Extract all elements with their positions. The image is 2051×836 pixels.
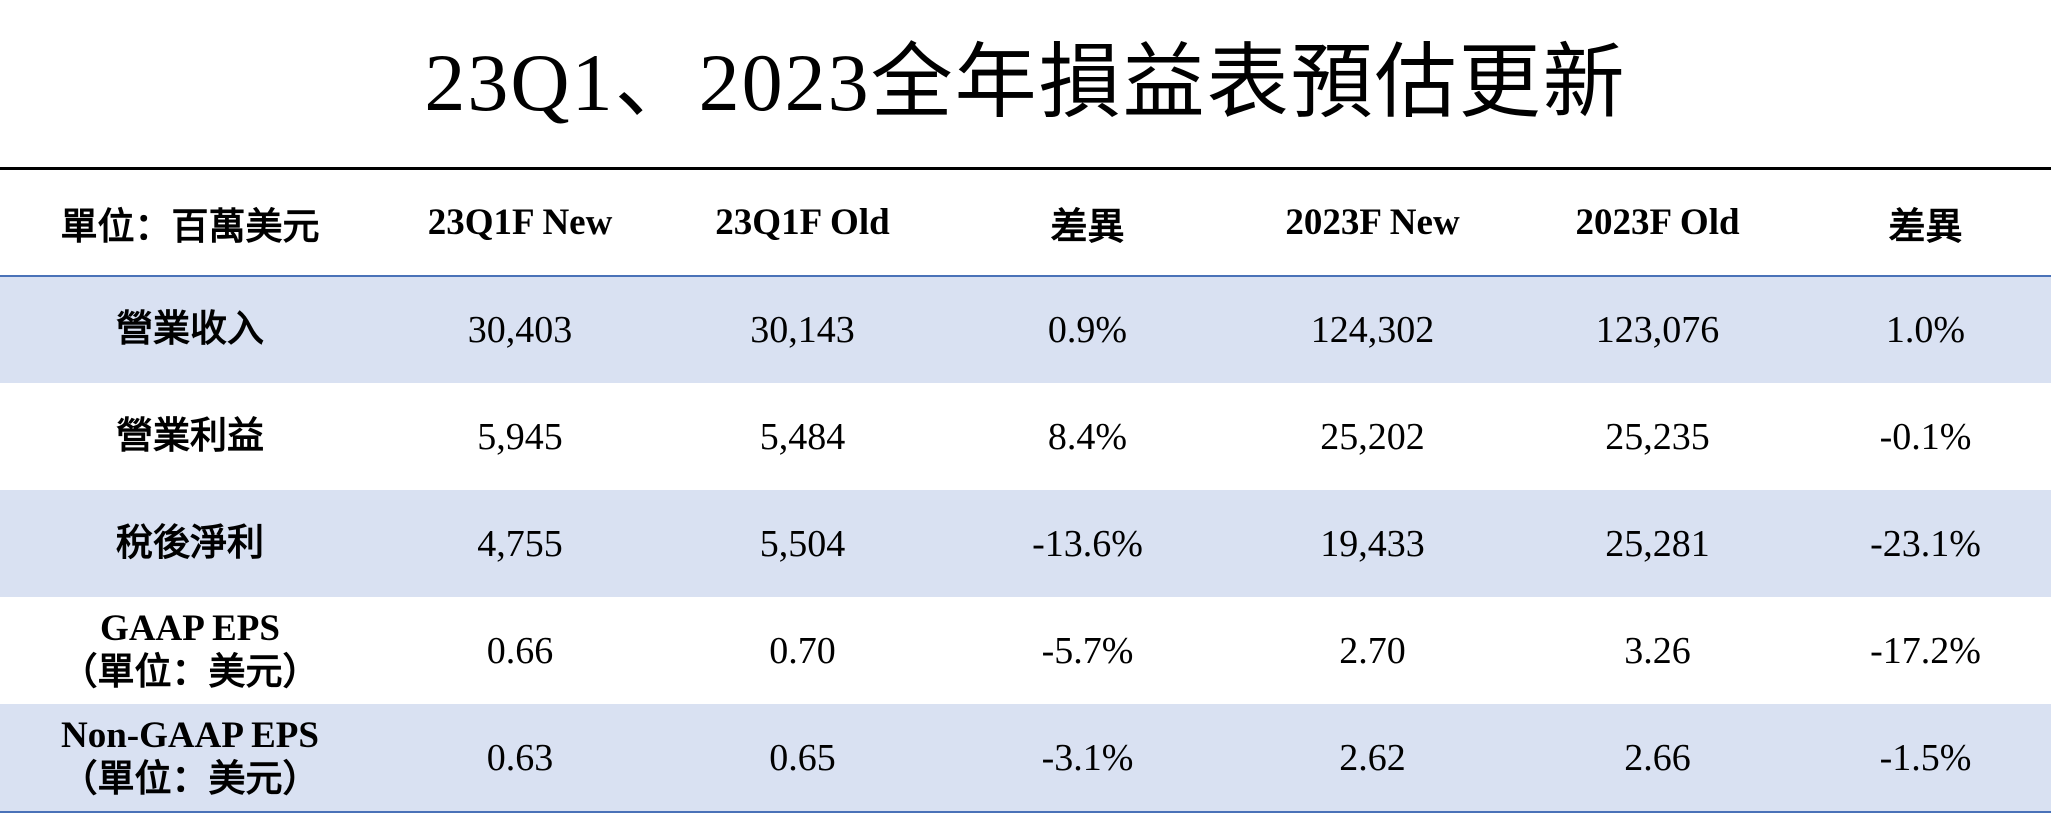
table-cell: -23.1% bbox=[1870, 522, 1981, 565]
table-cell: 25,281 bbox=[1605, 522, 1710, 565]
table-cell: 5,945 bbox=[477, 415, 563, 458]
income-statement-table: 單位：百萬美元 23Q1F New 23Q1F Old 差異 2023F New… bbox=[0, 167, 2051, 813]
table-cell: 3.26 bbox=[1624, 629, 1691, 672]
table-cell: 2.70 bbox=[1339, 629, 1406, 672]
table-cell: 124,302 bbox=[1310, 309, 1435, 351]
row-label: 稅後淨利 bbox=[116, 522, 264, 564]
column-header-diff-q1: 差異 bbox=[1050, 206, 1125, 248]
table-cell: 123,076 bbox=[1595, 309, 1720, 351]
column-header-23q1f-old: 23Q1F Old bbox=[715, 202, 890, 243]
table-cell: 5,484 bbox=[759, 415, 846, 458]
table-row: 營業利益 5,945 5,484 8.4% 25,202 25,235 -0.1… bbox=[0, 383, 2051, 490]
table-cell: 2.62 bbox=[1339, 736, 1406, 779]
row-label: 營業利益 bbox=[116, 415, 264, 457]
table-top-rule bbox=[0, 167, 2051, 170]
table-row: Non-GAAP EPS （單位：美元） 0.63 0.65 -3.1% 2.6… bbox=[0, 704, 2051, 811]
table-cell: 0.70 bbox=[769, 629, 836, 672]
table-cell: 25,235 bbox=[1605, 415, 1710, 458]
table-cell: -5.7% bbox=[1041, 629, 1134, 672]
table-cell: 1.0% bbox=[1885, 309, 1966, 351]
table-bottom-rule bbox=[0, 811, 2051, 813]
table-cell: -0.1% bbox=[1879, 415, 1972, 458]
table-cell: -3.1% bbox=[1041, 736, 1134, 779]
column-header-diff-fy: 差異 bbox=[1888, 206, 1963, 248]
column-header-2023f-old: 2023F Old bbox=[1575, 202, 1740, 243]
row-label-main: GAAP EPS bbox=[100, 607, 280, 649]
table-cell: 4,755 bbox=[477, 522, 563, 565]
table-cell: 19,433 bbox=[1320, 522, 1425, 565]
column-header-2023f-new: 2023F New bbox=[1285, 202, 1460, 243]
table-cell: 5,504 bbox=[759, 522, 846, 565]
table-cell: 30,143 bbox=[750, 309, 855, 351]
column-header-unit: 單位：百萬美元 bbox=[60, 206, 320, 248]
row-label-main: Non-GAAP EPS bbox=[60, 714, 319, 756]
row-label: 營業收入 bbox=[116, 309, 264, 350]
table-cell: 0.66 bbox=[486, 629, 554, 672]
table-row: 稅後淨利 4,755 5,504 -13.6% 19,433 25,281 -2… bbox=[0, 490, 2051, 597]
row-label-unit: （單位：美元） bbox=[60, 651, 320, 693]
table-row: GAAP EPS （單位：美元） 0.66 0.70 -5.7% 2.70 3.… bbox=[0, 597, 2051, 704]
table-cell: 0.63 bbox=[486, 736, 554, 779]
table-cell: -1.5% bbox=[1879, 736, 1972, 779]
row-label: GAAP EPS （單位：美元） bbox=[0, 597, 380, 704]
page-title: 23Q1、2023全年損益表預估更新 bbox=[424, 37, 1627, 128]
table-cell: 0.9% bbox=[1047, 309, 1128, 351]
table-cell: 0.65 bbox=[769, 736, 836, 779]
column-header-23q1f-new: 23Q1F New bbox=[427, 202, 613, 243]
table-cell: 2.66 bbox=[1624, 736, 1691, 779]
row-label-unit: （單位：美元） bbox=[60, 758, 320, 800]
table-cell: -13.6% bbox=[1032, 522, 1143, 565]
row-label: Non-GAAP EPS （單位：美元） bbox=[0, 704, 380, 811]
table-cell: 30,403 bbox=[467, 309, 573, 351]
table-cell: 25,202 bbox=[1320, 415, 1425, 458]
table-cell: 8.4% bbox=[1047, 415, 1128, 458]
table-header-row: 單位：百萬美元 23Q1F New 23Q1F Old 差異 2023F New… bbox=[0, 170, 2051, 276]
table-row: 營業收入 30,403 30,143 0.9% 124,302 123,076 … bbox=[0, 276, 2051, 383]
table-cell: -17.2% bbox=[1870, 629, 1981, 672]
